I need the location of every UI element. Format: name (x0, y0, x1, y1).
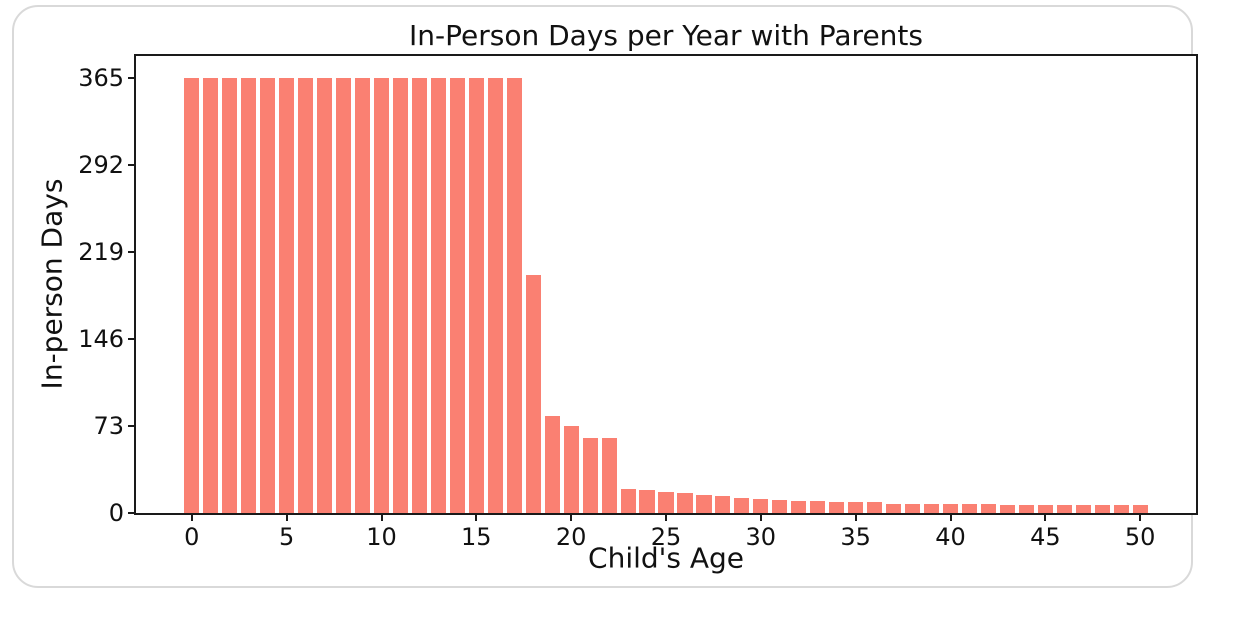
bar-age-42 (980, 503, 997, 513)
x-tick-mark-45 (1044, 513, 1047, 521)
x-tick-mark-25 (665, 513, 667, 521)
x-tick-label-35: 35 (840, 523, 871, 551)
bar-age-47 (1075, 504, 1091, 513)
bar-age-34 (829, 502, 845, 513)
bar-age-28 (715, 496, 731, 513)
bar-age-49 (1113, 504, 1129, 513)
bar-age-36 (867, 502, 883, 513)
bar-age-11 (392, 77, 408, 513)
bar-age-24 (639, 490, 655, 513)
bar-age-46 (1056, 504, 1072, 513)
y-tick-mark-219 (128, 250, 136, 253)
bar-age-22 (601, 437, 617, 513)
x-tick-label-25: 25 (650, 523, 682, 551)
bar-age-23 (620, 489, 636, 513)
x-tick-mark-40 (949, 513, 952, 521)
y-tick-label-73: 73 (93, 412, 124, 440)
bar-age-16 (487, 77, 503, 513)
bar-age-26 (677, 492, 693, 513)
bar-age-3 (241, 77, 257, 513)
chart-title: In-Person Days per Year with Parents (409, 19, 923, 52)
bar-age-39 (924, 503, 940, 513)
bar-age-29 (734, 497, 750, 513)
bar-age-30 (753, 498, 769, 513)
x-tick-mark-30 (759, 513, 762, 521)
plot-frame: 0 5 10 15 20 25 30 35 40 45 50 0 73 146 219 292 365 (78, 54, 1198, 551)
x-tick-label-15: 15 (461, 523, 492, 551)
x-tick-label-10: 10 (366, 523, 397, 551)
x-tick-mark-15 (475, 513, 478, 521)
y-tick-label-365: 365 (78, 63, 124, 92)
x-tick-mark-35 (854, 513, 857, 521)
bar-age-40 (943, 503, 959, 513)
x-tick-label-40: 40 (935, 523, 966, 551)
x-tick-mark-5 (285, 513, 288, 521)
bar-age-45 (1037, 504, 1053, 513)
x-tick-label-50: 50 (1124, 523, 1156, 551)
y-tick-mark-292 (128, 163, 136, 166)
x-tick-label-0: 0 (184, 523, 200, 551)
y-tick-mark-146 (128, 337, 136, 340)
bar-age-27 (696, 495, 712, 513)
bar-age-35 (848, 502, 864, 513)
bar-age-48 (1094, 504, 1110, 513)
y-axis-label: In-person Days (35, 178, 69, 390)
bar-age-41 (961, 503, 978, 513)
bar-age-10 (373, 77, 390, 513)
y-tick-label-219: 219 (78, 237, 124, 266)
bar-age-50 (1132, 504, 1148, 513)
bar-age-44 (1018, 504, 1034, 513)
x-tick-mark-10 (380, 513, 383, 521)
bar-age-4 (260, 77, 276, 513)
bar-age-13 (430, 77, 446, 513)
x-tick-label-20: 20 (555, 523, 587, 551)
chart-card: In-Person Days per Year with Parents 0 5 1… (12, 5, 1198, 588)
y-tick-label-292: 292 (78, 150, 124, 179)
bar-age-0 (184, 77, 200, 513)
bar-age-32 (791, 501, 807, 513)
y-tick-mark-0 (128, 512, 136, 514)
y-tick-mark-365 (128, 76, 136, 79)
bar-age-2 (222, 77, 238, 513)
bar-age-18 (525, 274, 541, 513)
x-tick-mark-20 (570, 513, 573, 521)
plot-area: 0 5 10 15 20 25 30 35 40 45 50 0 73 146 219 292 365 (78, 56, 1196, 551)
bar-age-9 (354, 77, 371, 513)
x-tick-mark-50 (1139, 513, 1142, 521)
bar-age-37 (886, 503, 902, 513)
x-axis-label: Child's Age (588, 541, 744, 575)
x-tick-label-5: 5 (278, 523, 295, 551)
bar-age-7 (317, 77, 333, 513)
x-tick-mark-0 (190, 513, 193, 521)
x-tick-label-30: 30 (745, 523, 777, 551)
y-tick-label-146: 146 (78, 324, 124, 353)
bar-age-31 (772, 499, 788, 513)
bar-age-8 (335, 77, 352, 513)
bar-age-5 (279, 77, 295, 513)
bar-age-12 (411, 77, 427, 513)
bar-age-6 (298, 77, 314, 513)
bar-age-43 (999, 504, 1016, 513)
bar-age-25 (658, 491, 674, 513)
x-tick-label-45: 45 (1030, 523, 1061, 551)
bar-age-19 (544, 416, 560, 513)
bar-age-33 (810, 501, 826, 513)
y-tick-label-0: 0 (108, 499, 124, 527)
bar-age-38 (905, 503, 921, 513)
bar-age-1 (203, 77, 219, 513)
y-tick-mark-73 (128, 425, 136, 427)
bar-age-14 (449, 77, 465, 513)
bar-age-17 (506, 77, 522, 513)
bar-age-20 (563, 426, 579, 513)
bar-age-15 (468, 77, 484, 513)
bar-age-21 (582, 437, 598, 513)
